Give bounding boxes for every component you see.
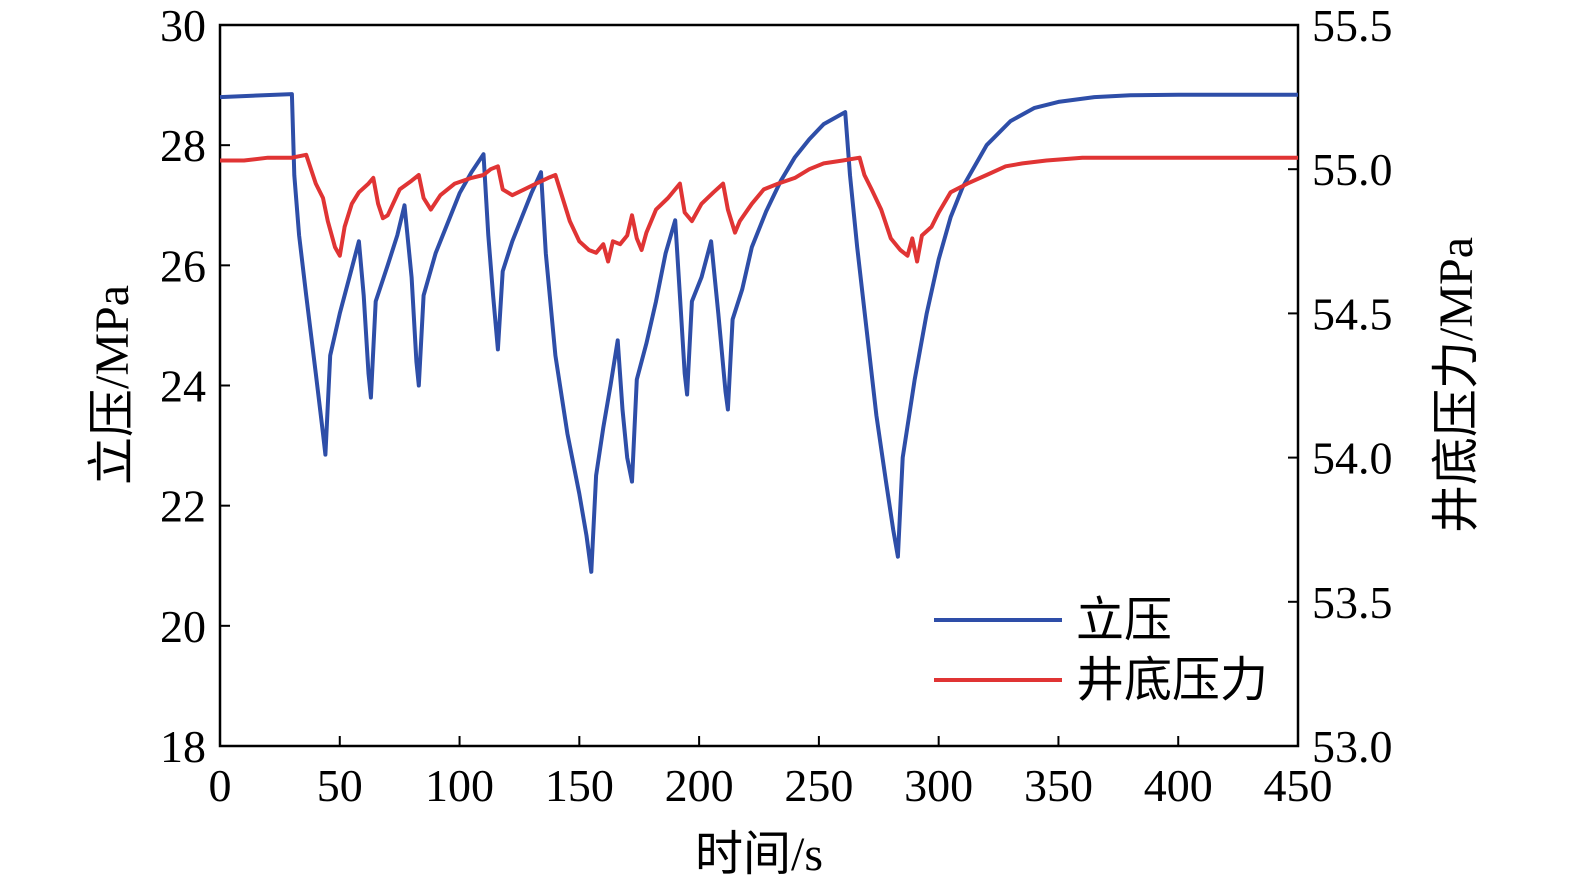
standpipe-pressure-line — [219, 92, 1298, 574]
x-tick-label: 50 — [317, 760, 363, 811]
y-right-tick-label: 54.0 — [1312, 433, 1393, 484]
x-tick-label: 150 — [545, 760, 614, 811]
x-tick-label: 450 — [1264, 760, 1333, 811]
y-right-tick-label: 53.5 — [1312, 577, 1393, 628]
bottomhole-pressure-line — [220, 152, 1298, 264]
x-tick-label: 300 — [904, 760, 973, 811]
x-tick-label: 200 — [665, 760, 734, 811]
y-right-axis-title: 井底压力/MPa — [1430, 237, 1483, 533]
legend-label-standpipe: 立压 — [1076, 594, 1172, 647]
y-right-tick-label: 55.5 — [1312, 0, 1393, 51]
y-right-tick-label: 54.5 — [1312, 288, 1393, 339]
y-left-axis-title: 立压/MPa — [86, 285, 139, 485]
x-axis-ticks: 0 50 100 150 200 250 300 350 400 450 — [209, 736, 1333, 811]
x-tick-label: 400 — [1144, 760, 1213, 811]
y-left-tick-label: 18 — [160, 721, 206, 772]
y-left-tick-label: 24 — [160, 361, 206, 412]
y-left-tick-label: 20 — [160, 601, 206, 652]
y-right-tick-label: 53.0 — [1312, 721, 1393, 772]
x-tick-label: 350 — [1024, 760, 1093, 811]
legend-label-bottomhole: 井底压力 — [1076, 654, 1268, 707]
x-tick-label: 100 — [425, 760, 494, 811]
y-left-axis-ticks: 18 20 22 24 26 28 30 — [160, 0, 230, 772]
x-tick-label: 250 — [784, 760, 853, 811]
series-layer — [219, 92, 1298, 574]
y-right-tick-label: 55.0 — [1312, 144, 1393, 195]
x-tick-label: 0 — [209, 760, 232, 811]
y-left-tick-label: 28 — [160, 120, 206, 171]
y-left-tick-label: 26 — [160, 240, 206, 291]
legend: 立压 井底压力 — [934, 594, 1268, 707]
y-left-tick-label: 30 — [160, 0, 206, 51]
y-right-axis-ticks: 53.0 53.5 54.0 54.5 55.0 55.5 — [1288, 0, 1393, 772]
y-left-tick-label: 22 — [160, 481, 206, 532]
x-axis-title: 时间/s — [695, 828, 823, 881]
